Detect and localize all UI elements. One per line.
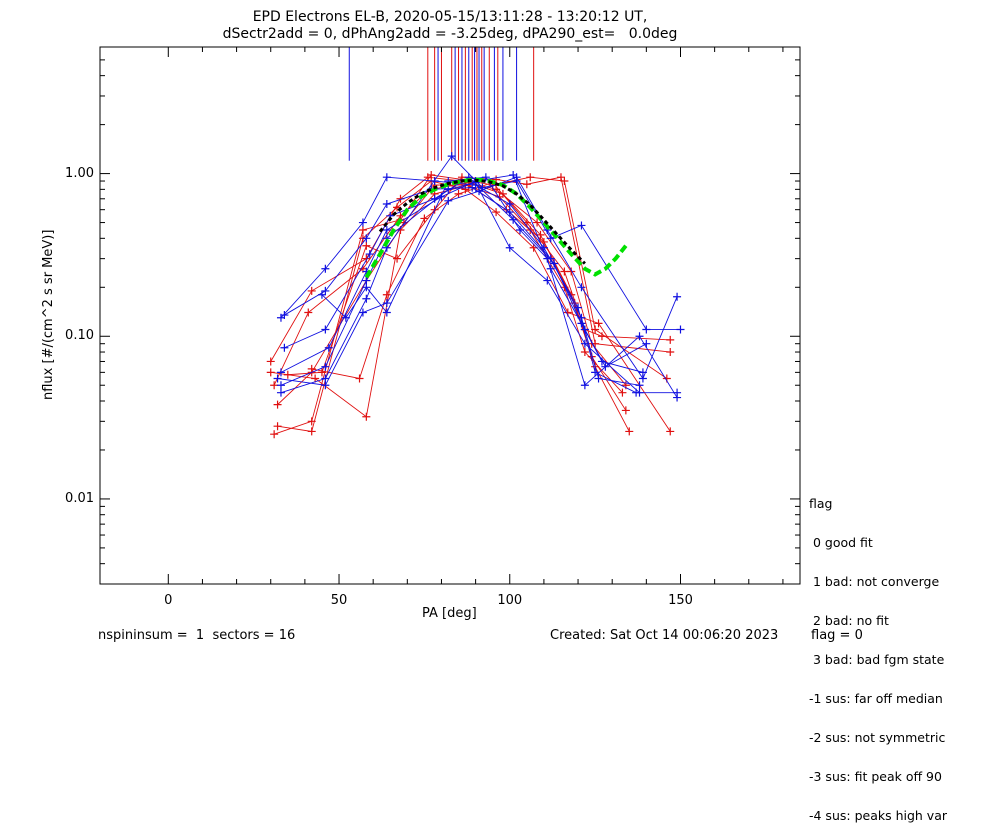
data-point	[666, 348, 674, 356]
x-tick-label: 50	[319, 594, 359, 607]
data-point	[523, 180, 531, 188]
data-point	[666, 336, 674, 344]
series-line	[322, 177, 677, 397]
legend-title: flag	[809, 497, 947, 510]
legend-item: -1 sus: far off median	[809, 692, 947, 705]
data-point	[673, 293, 681, 301]
fit-curves	[366, 179, 626, 277]
data-point	[636, 381, 644, 389]
data-point	[267, 357, 275, 365]
data-point	[513, 173, 521, 181]
data-point	[666, 427, 674, 435]
x-axis-label: PA [deg]	[422, 607, 477, 620]
data-point	[383, 200, 391, 208]
data-point	[321, 326, 329, 334]
data-point	[267, 368, 275, 376]
data-point	[622, 406, 630, 414]
legend-item: 3 bad: bad fgm state	[809, 653, 947, 666]
y-tick-label: 1.00	[44, 167, 94, 180]
y-axis-label: nflux [#/(cm^2 s sr MeV)]	[42, 230, 55, 400]
data-point	[526, 173, 534, 181]
data-point	[393, 255, 401, 263]
legend-item: 1 bad: not converge	[809, 575, 947, 588]
data-point	[308, 417, 316, 425]
data-point	[642, 326, 650, 334]
legend-item: -4 sus: peaks high var	[809, 809, 947, 822]
series-line	[278, 181, 671, 431]
footer-created: Created: Sat Oct 14 00:06:20 2023	[550, 629, 778, 642]
data-point	[362, 413, 370, 421]
x-tick-label: 150	[660, 594, 700, 607]
data-point	[359, 308, 367, 316]
data-point	[639, 375, 647, 383]
data-point	[676, 326, 684, 334]
plot-frame	[100, 47, 800, 584]
footer-spin-info: nspininsum = 1 sectors = 16	[98, 629, 295, 642]
series-line	[281, 183, 677, 393]
fit-curve-green	[366, 179, 626, 277]
data-point	[277, 368, 285, 376]
data-point	[308, 287, 316, 295]
data-point	[308, 427, 316, 435]
data-point	[577, 221, 585, 229]
data-series	[267, 152, 685, 438]
data-point	[420, 214, 428, 222]
footer-flag: flag = 0	[811, 629, 863, 642]
data-point	[321, 287, 329, 295]
data-point	[506, 200, 514, 208]
chart-title: EPD Electrons EL-B, 2020-05-15/13:11:28 …	[0, 10, 900, 24]
x-tick-label: 100	[490, 594, 530, 607]
legend-item: -2 sus: not symmetric	[809, 731, 947, 744]
data-point	[274, 375, 282, 383]
data-point	[673, 394, 681, 402]
data-point	[625, 427, 633, 435]
legend-item: -3 sus: fit peak off 90	[809, 770, 947, 783]
legend-item: 2 bad: no fit	[809, 614, 947, 627]
legend-item: 0 good fit	[809, 536, 947, 549]
data-point	[280, 344, 288, 352]
series-line	[271, 177, 626, 385]
data-point	[274, 422, 282, 430]
fit-curve-black	[380, 180, 585, 263]
data-point	[595, 319, 603, 327]
data-point	[560, 268, 568, 276]
data-point	[356, 375, 364, 383]
data-point	[284, 371, 292, 379]
data-point	[362, 295, 370, 303]
data-point	[270, 430, 278, 438]
y-tick-label: 0.10	[44, 329, 94, 342]
data-point	[642, 340, 650, 348]
chart-subtitle: dSectr2add = 0, dPhAng2add = -3.25deg, d…	[0, 27, 900, 41]
data-point	[359, 226, 367, 234]
flag-legend: flag 0 good fit 1 bad: not converge 2 ba…	[809, 471, 947, 835]
series-line	[274, 175, 667, 434]
data-point	[383, 173, 391, 181]
top-lines	[349, 47, 533, 161]
axes	[100, 47, 800, 584]
data-point	[277, 389, 285, 397]
data-point	[362, 242, 370, 250]
x-tick-label: 0	[148, 594, 188, 607]
data-point	[362, 234, 370, 242]
data-point	[277, 381, 285, 389]
data-point	[270, 381, 278, 389]
y-tick-label: 0.01	[44, 492, 94, 505]
